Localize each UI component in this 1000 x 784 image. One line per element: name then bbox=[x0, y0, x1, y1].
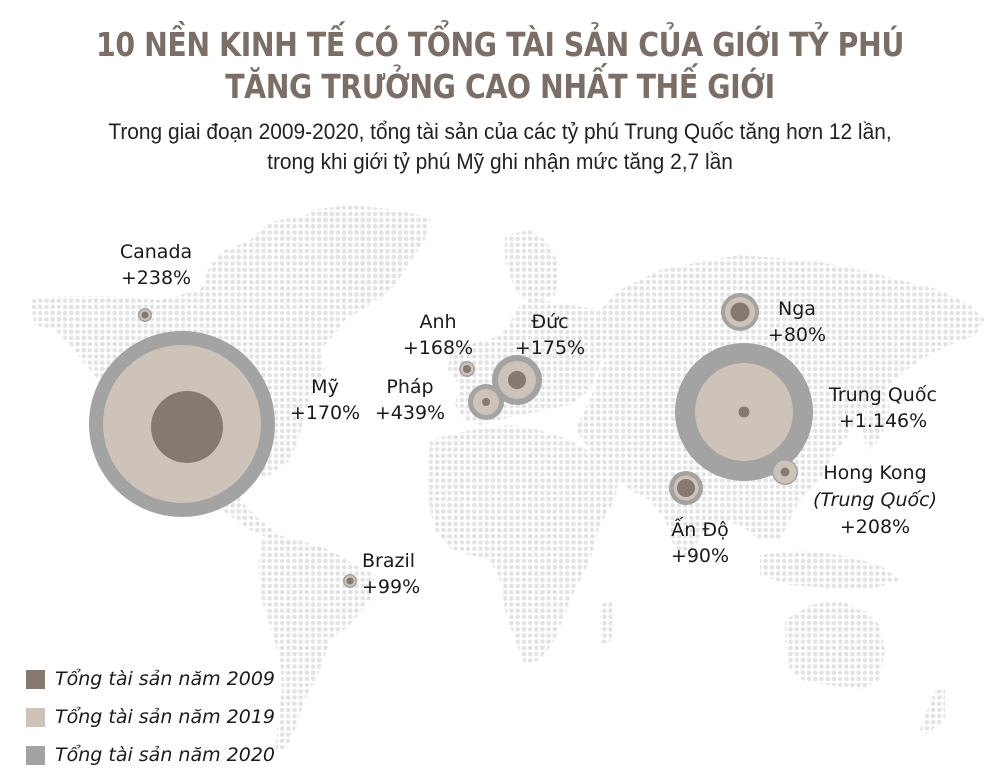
bubble-phap[interactable] bbox=[468, 384, 504, 420]
growth-value: +238% bbox=[120, 267, 192, 289]
greenland-landmass bbox=[305, 205, 430, 300]
country-name: Anh bbox=[419, 311, 457, 333]
legend-item-2019: Tổng tài sản năm 2019 bbox=[26, 698, 275, 736]
growth-value: +208% bbox=[839, 516, 911, 538]
bubble-duc[interactable] bbox=[492, 355, 542, 405]
label-anh: Anh +168% bbox=[393, 309, 483, 361]
subtitle-line-1: Trong giai đoạn 2009-2020, tổng tài sản … bbox=[108, 119, 892, 144]
bubble-trung-quoc[interactable] bbox=[675, 343, 813, 481]
growth-value: +439% bbox=[374, 402, 446, 424]
growth-value: +1.146% bbox=[838, 410, 928, 432]
country-name: Đức bbox=[531, 311, 569, 333]
swatch-2009-icon bbox=[26, 669, 45, 689]
growth-value: +170% bbox=[289, 402, 361, 424]
legend-item-2020: Tổng tài sản năm 2020 bbox=[26, 736, 275, 774]
country-note: (Trung Quốc) bbox=[812, 489, 938, 511]
label-trung-quoc: Trung Quốc +1.146% bbox=[813, 382, 953, 434]
label-duc: Đức +175% bbox=[505, 309, 595, 361]
legend-label: Tổng tài sản năm 2009 bbox=[55, 668, 275, 690]
label-brazil: Brazil +99% bbox=[362, 548, 442, 600]
bubble-anh[interactable] bbox=[459, 361, 475, 377]
bubble-canada[interactable] bbox=[138, 308, 152, 322]
south-america-landmass bbox=[258, 540, 375, 752]
country-name: Brazil bbox=[362, 550, 416, 572]
country-name: Canada bbox=[119, 241, 193, 263]
title-line-2: TĂNG TRƯỞNG CAO NHẤT THẾ GIỚI bbox=[225, 67, 775, 106]
country-name: Mỹ bbox=[311, 376, 339, 398]
legend-item-2009: Tổng tài sản năm 2009 bbox=[26, 660, 275, 698]
legend: Tổng tài sản năm 2009 Tổng tài sản năm 2… bbox=[26, 660, 275, 774]
bubble-my[interactable] bbox=[89, 331, 275, 517]
bubble-nga[interactable] bbox=[721, 293, 759, 331]
bubble-an-do[interactable] bbox=[669, 471, 703, 505]
growth-value: +90% bbox=[670, 545, 730, 567]
swatch-2019-icon bbox=[26, 707, 45, 727]
label-canada: Canada +238% bbox=[106, 239, 206, 291]
label-an-do: Ấn Độ +90% bbox=[655, 517, 745, 569]
new-zealand-landmass bbox=[920, 690, 945, 735]
scandinavia-landmass bbox=[505, 230, 560, 305]
growth-value: +168% bbox=[402, 337, 474, 359]
label-hong-kong: Hong Kong (Trung Quốc) +208% bbox=[805, 460, 945, 541]
growth-value: +99% bbox=[362, 576, 421, 598]
country-name: Nga bbox=[778, 298, 816, 320]
swatch-2020-icon bbox=[26, 745, 45, 765]
country-name: Ấn Độ bbox=[671, 519, 729, 541]
madagascar-landmass bbox=[600, 600, 612, 645]
country-name: Pháp bbox=[386, 376, 434, 398]
legend-label: Tổng tài sản năm 2020 bbox=[55, 744, 275, 766]
bubble-brazil[interactable] bbox=[343, 574, 357, 588]
subtitle-line-2: trong khi giới tỷ phú Mỹ ghi nhận mức tă… bbox=[267, 149, 733, 174]
title-line-1: 10 NỀN KINH TẾ CÓ TỔNG TÀI SẢN CỦA GIỚI … bbox=[96, 25, 904, 64]
label-my: Mỹ +170% bbox=[280, 374, 370, 426]
legend-label: Tổng tài sản năm 2019 bbox=[55, 706, 275, 728]
southeast-asia-islands bbox=[760, 550, 900, 590]
country-name: Hong Kong bbox=[823, 462, 927, 484]
growth-value: +80% bbox=[767, 324, 827, 346]
country-name: Trung Quốc bbox=[829, 384, 937, 406]
growth-value: +175% bbox=[514, 337, 586, 359]
label-nga: Nga +80% bbox=[762, 296, 832, 348]
bubble-hong-kong[interactable] bbox=[772, 459, 798, 485]
label-phap: Pháp +439% bbox=[365, 374, 455, 426]
japan-landmass bbox=[862, 380, 890, 450]
africa-landmass bbox=[428, 425, 620, 665]
australia-landmass bbox=[785, 600, 885, 690]
